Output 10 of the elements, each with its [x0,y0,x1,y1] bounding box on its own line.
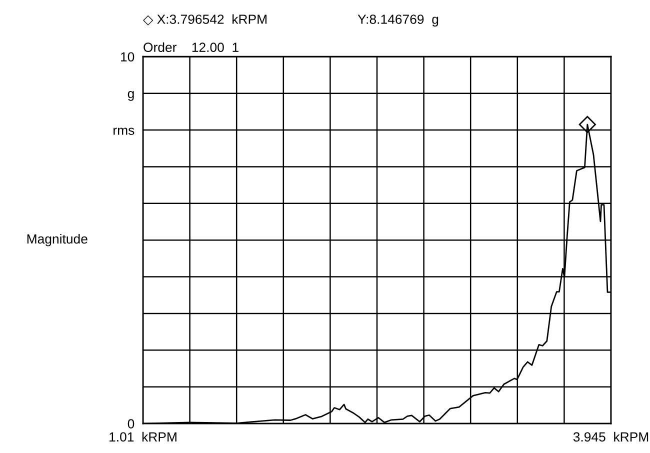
x-tick-label: 1.01 kRPM [110,432,176,442]
x-tick-label: 3.945 kRPM [573,432,648,442]
y-tick-label: 10 [121,52,134,62]
y-tick-label: 0 [128,419,134,428]
y-axis-title: Magnitude [27,234,88,246]
y-tick-label: rms [114,128,134,135]
text: Y:8.146769 g [358,14,438,27]
text: Order 12.00 1 [144,42,238,52]
text: ◇ X:3.796542 kRPM [143,14,266,26]
y-tick-label: g [128,91,134,101]
